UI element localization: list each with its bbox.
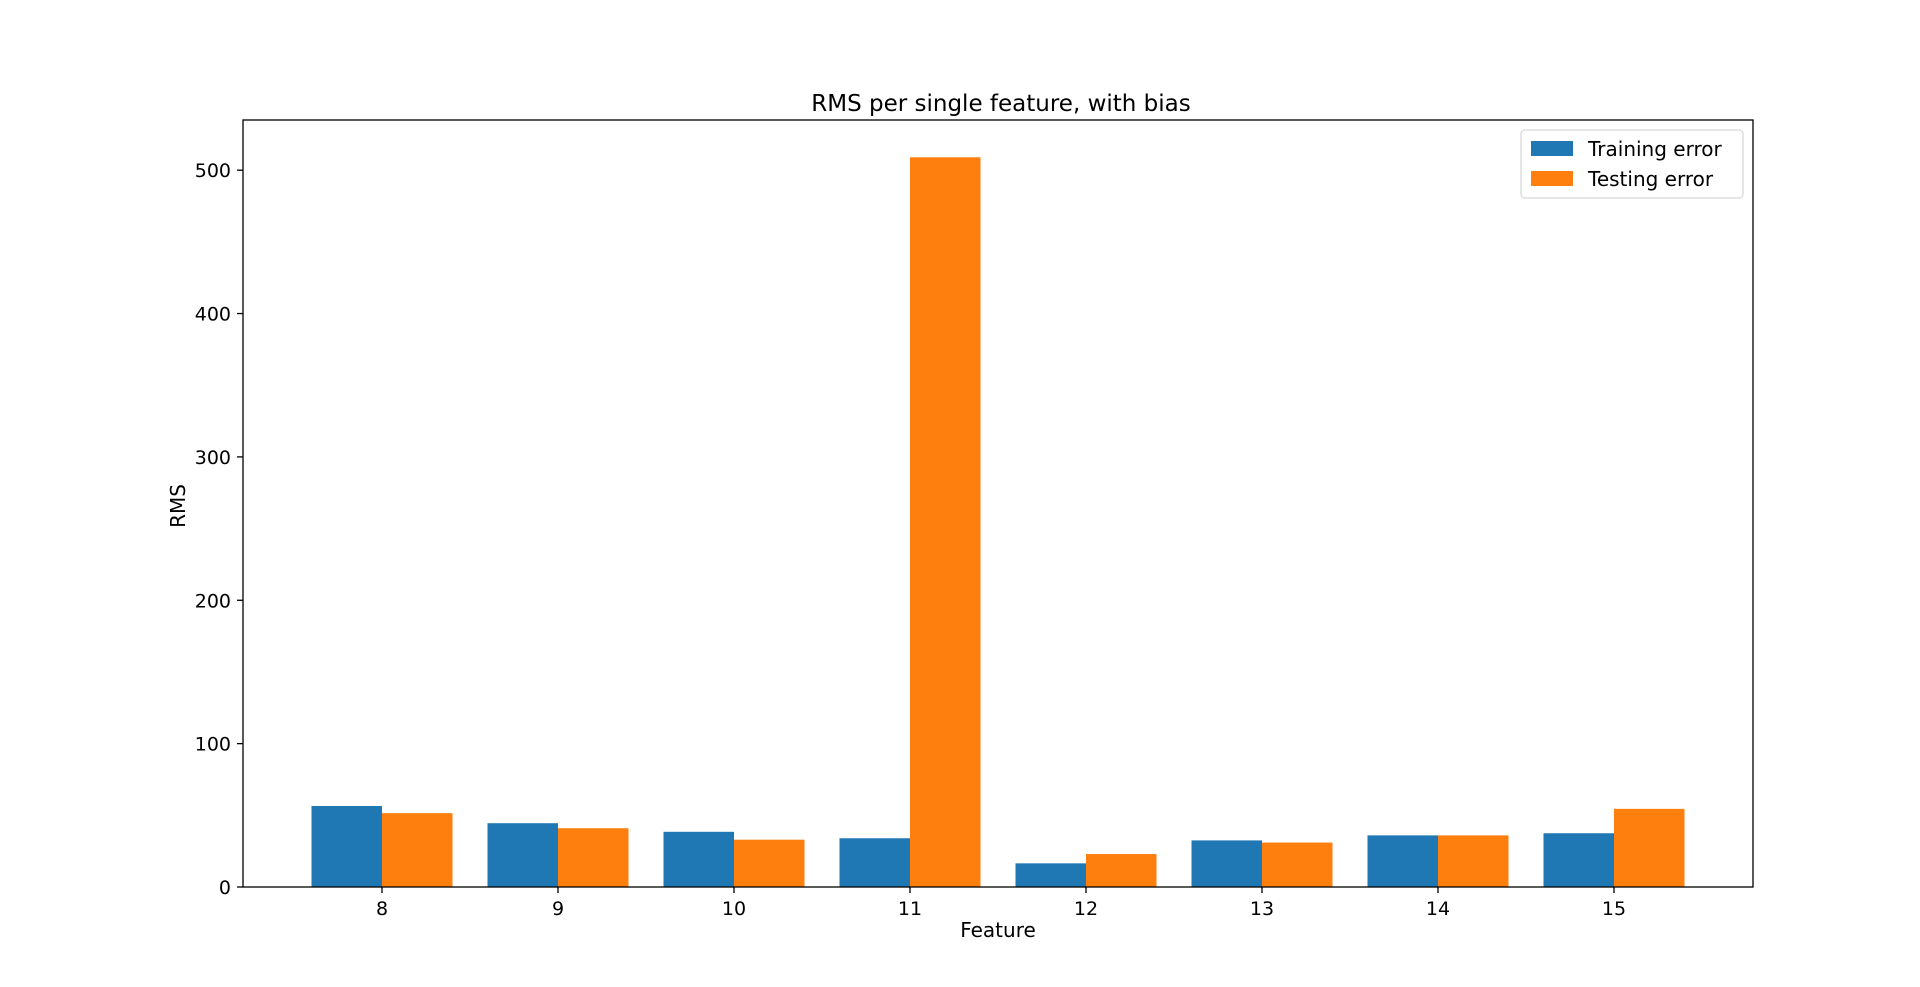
y-tick-label: 200 bbox=[195, 590, 231, 612]
y-tick-label: 300 bbox=[195, 447, 231, 469]
legend-label-testing: Testing error bbox=[1587, 167, 1714, 191]
bar-training-11 bbox=[839, 838, 910, 887]
bar-testing-14 bbox=[1438, 835, 1509, 887]
chart-title: RMS per single feature, with bias bbox=[811, 91, 1191, 117]
legend-swatch-training bbox=[1531, 141, 1573, 156]
legend: Training error Testing error bbox=[1520, 129, 1744, 199]
bar-testing-12 bbox=[1086, 854, 1157, 887]
bar-training-14 bbox=[1367, 835, 1438, 887]
x-axis-label: Feature bbox=[960, 918, 1036, 942]
bar-testing-13 bbox=[1262, 842, 1333, 887]
y-axis: 0 100 200 300 400 500 bbox=[195, 160, 243, 899]
y-axis-label: RMS bbox=[166, 484, 190, 528]
x-tick-label: 8 bbox=[376, 898, 388, 920]
bar-testing-15 bbox=[1614, 808, 1685, 887]
x-tick-label: 13 bbox=[1250, 898, 1274, 920]
x-tick-label: 10 bbox=[722, 898, 746, 920]
y-tick-label: 500 bbox=[195, 160, 231, 182]
plot-area bbox=[311, 157, 1685, 887]
legend-swatch-testing bbox=[1531, 171, 1573, 186]
x-axis: 8 9 10 11 12 13 14 15 bbox=[376, 887, 1626, 920]
bar-training-15 bbox=[1543, 833, 1614, 887]
bar-training-8 bbox=[311, 805, 382, 887]
bar-training-10 bbox=[663, 831, 734, 887]
plot-frame bbox=[242, 119, 1754, 888]
legend-label-training: Training error bbox=[1587, 137, 1722, 161]
y-tick-label: 0 bbox=[219, 877, 231, 899]
bar-training-13 bbox=[1191, 840, 1262, 887]
x-tick-label: 9 bbox=[552, 898, 564, 920]
bar-training-9 bbox=[487, 823, 558, 887]
x-tick-label: 14 bbox=[1426, 898, 1450, 920]
legend-box bbox=[1520, 129, 1744, 199]
y-tick-label: 100 bbox=[195, 734, 231, 756]
x-tick-label: 15 bbox=[1602, 898, 1626, 920]
bar-testing-11 bbox=[910, 157, 981, 887]
y-tick-label: 400 bbox=[195, 304, 231, 326]
bar-testing-10 bbox=[734, 839, 805, 887]
bar-training-12 bbox=[1015, 863, 1086, 887]
x-tick-label: 11 bbox=[898, 898, 922, 920]
bar-testing-8 bbox=[382, 813, 453, 887]
x-tick-label: 12 bbox=[1074, 898, 1098, 920]
bar-testing-9 bbox=[558, 828, 629, 887]
